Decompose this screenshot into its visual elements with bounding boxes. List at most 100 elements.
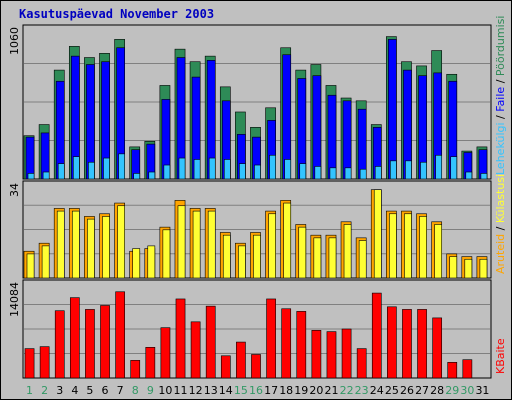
bar-kbytes-day-17 xyxy=(266,298,276,379)
bar-pages-day-20 xyxy=(314,166,322,180)
bar-pages-day-5 xyxy=(88,161,95,180)
bar-sites-day-21 xyxy=(328,237,337,279)
x-tick-label-day-20: 20 xyxy=(309,384,323,397)
bar-kbytes-day-2 xyxy=(39,346,50,379)
bar-sites-day-5 xyxy=(87,218,95,279)
bar-pages-day-31 xyxy=(480,173,488,180)
x-tick-label-day-28: 28 xyxy=(430,384,444,397)
bar-pages-day-16 xyxy=(254,164,261,180)
bar-kbytes-day-18 xyxy=(281,308,292,379)
bar-pages-day-24 xyxy=(374,166,382,180)
bar-kbytes-day-12 xyxy=(190,321,201,379)
bar-kbytes-day-22 xyxy=(341,328,352,379)
bar-pages-day-18 xyxy=(284,159,292,180)
bar-kbytes-day-13 xyxy=(205,305,216,379)
x-tick-label-day-2: 2 xyxy=(41,384,48,397)
bar-kbytes-day-26 xyxy=(402,309,412,379)
bar-files-day-23 xyxy=(357,108,367,180)
bar-kbytes-day-7 xyxy=(115,291,125,379)
y-tick-label-bottom: 14084 xyxy=(8,282,21,317)
bar-sites-day-9 xyxy=(147,245,156,279)
bar-kbytes-day-23 xyxy=(356,348,367,379)
bar-pages-day-25 xyxy=(390,160,397,180)
bar-pages-day-28 xyxy=(435,154,443,180)
bar-files-day-5 xyxy=(86,64,95,180)
bar-kbytes-day-20 xyxy=(311,330,322,379)
legend-separator: / xyxy=(494,223,507,234)
bar-kbytes-day-24 xyxy=(371,292,382,379)
y-tick-label-middle: 34 xyxy=(8,183,21,197)
bar-kbytes-day-21 xyxy=(326,331,337,379)
legend-item-lehekülgi: Lehekülgi xyxy=(494,122,507,175)
bar-kbytes-day-19 xyxy=(296,311,307,379)
x-tick-label-day-24: 24 xyxy=(370,384,384,397)
bar-files-day-20 xyxy=(312,75,322,180)
bar-pages-day-13 xyxy=(208,157,216,180)
bar-kbytes-day-27 xyxy=(417,309,427,379)
legend-separator: / xyxy=(494,112,507,123)
bar-files-day-21 xyxy=(327,94,337,180)
bar-kbytes-day-1 xyxy=(24,348,35,379)
bar-sites-day-27 xyxy=(419,216,427,279)
bar-pages-day-22 xyxy=(344,167,352,180)
x-tick-label-day-18: 18 xyxy=(279,384,293,397)
x-tick-label-day-30: 30 xyxy=(460,384,474,397)
bar-sites-day-8 xyxy=(132,248,141,279)
x-tick-label-day-29: 29 xyxy=(445,384,459,397)
bar-sites-day-28 xyxy=(434,224,443,279)
legend-middle: Aruteid / Külastusi xyxy=(494,174,507,274)
bar-pages-day-4 xyxy=(72,156,80,180)
legend-item-pöördumisi: Pöördumisi xyxy=(494,16,507,77)
bar-sites-day-23 xyxy=(358,240,367,279)
bar-kbytes-day-11 xyxy=(175,298,186,379)
bar-pages-day-27 xyxy=(420,161,427,180)
bar-kbytes-day-6 xyxy=(100,305,110,379)
bar-sites-day-10 xyxy=(162,229,171,279)
bar-kbytes-day-9 xyxy=(145,346,156,379)
x-tick-label-day-25: 25 xyxy=(385,384,399,397)
bar-pages-day-30 xyxy=(465,171,473,180)
x-tick-label-day-10: 10 xyxy=(158,384,172,397)
bar-kbytes-day-8 xyxy=(130,360,141,379)
bar-pages-day-9 xyxy=(148,171,156,180)
bar-pages-day-26 xyxy=(405,160,412,180)
x-tick-label-day-19: 19 xyxy=(294,384,308,397)
bar-sites-day-18 xyxy=(283,202,292,279)
bar-files-day-1 xyxy=(25,136,35,180)
bar-pages-day-23 xyxy=(359,168,367,180)
bar-kbytes-day-4 xyxy=(69,297,80,379)
bar-kbytes-day-5 xyxy=(85,309,95,379)
bar-sites-day-26 xyxy=(404,213,412,279)
bar-sites-day-16 xyxy=(253,234,261,279)
bar-sites-day-30 xyxy=(464,258,473,279)
x-tick-label-day-4: 4 xyxy=(71,384,78,397)
legend-bottom: KBaite xyxy=(494,338,507,374)
bar-sites-day-12 xyxy=(192,210,201,279)
x-tick-label-day-27: 27 xyxy=(415,384,429,397)
legend-item-külastusi: Külastusi xyxy=(494,174,507,223)
x-tick-label-day-7: 7 xyxy=(117,384,124,397)
bar-pages-day-21 xyxy=(329,167,337,180)
bar-sites-day-1 xyxy=(26,253,35,279)
bar-sites-day-25 xyxy=(389,213,397,279)
bar-sites-day-22 xyxy=(343,224,352,279)
y-tick-label-top: 1060 xyxy=(8,27,21,55)
legend-item-aruteid: Aruteid xyxy=(494,234,507,274)
bar-kbytes-day-30 xyxy=(462,359,473,379)
bar-sites-day-19 xyxy=(298,226,307,279)
bar-pages-day-14 xyxy=(223,159,231,180)
bar-sites-day-17 xyxy=(268,213,276,279)
x-tick-label-day-31: 31 xyxy=(475,384,489,397)
bar-kbytes-day-15 xyxy=(236,341,246,379)
x-tick-label-day-21: 21 xyxy=(324,384,338,397)
bar-pages-day-6 xyxy=(103,157,110,180)
bar-sites-day-7 xyxy=(117,205,125,279)
legend-item-kbaite: KBaite xyxy=(494,338,507,374)
bar-sites-day-3 xyxy=(56,210,65,279)
bar-files-day-22 xyxy=(342,100,352,180)
bar-kbytes-day-29 xyxy=(447,362,458,379)
bar-pages-day-3 xyxy=(57,163,65,180)
x-tick-label-day-6: 6 xyxy=(102,384,109,397)
